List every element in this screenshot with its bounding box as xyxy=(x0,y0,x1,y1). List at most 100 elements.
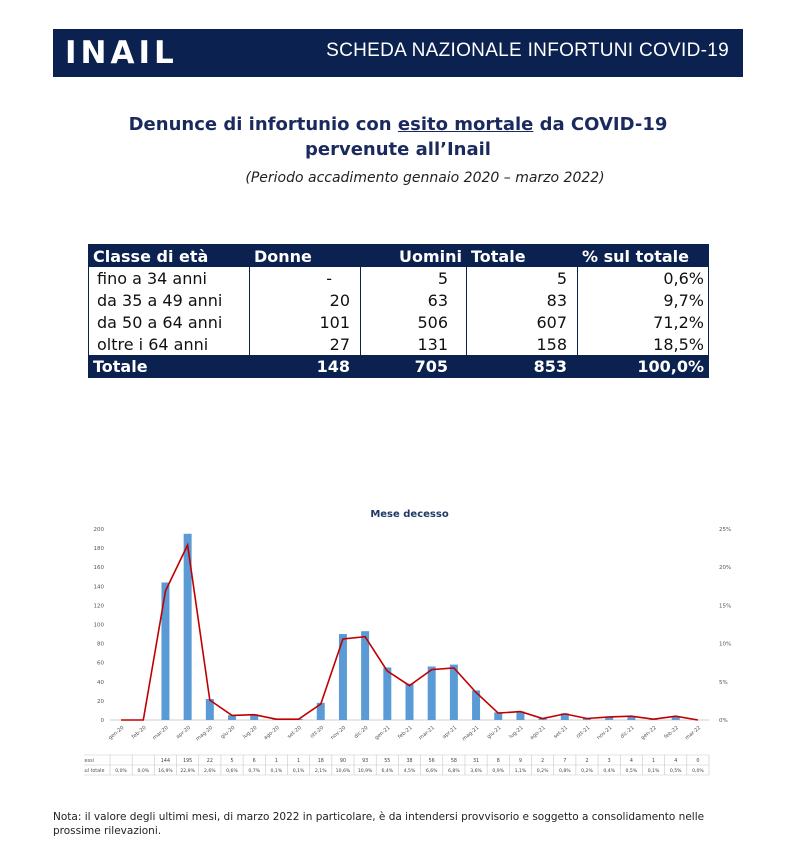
x-tick-label: giu-21 xyxy=(486,725,502,740)
y-right-tick-label: 10% xyxy=(719,642,731,648)
data-label-percent: 4,5% xyxy=(404,768,416,774)
data-label-percent: 0,2% xyxy=(581,768,593,774)
data-label-decessi: 38 xyxy=(406,758,412,764)
x-tick-label: mag-20 xyxy=(195,725,214,742)
footnote: Nota: il valore degli ultimi mesi, di ma… xyxy=(53,811,705,837)
age-class-cell: da 50 a 64 anni xyxy=(88,311,250,333)
data-label-percent: 3,6% xyxy=(470,768,482,774)
y-left-tick-label: 80 xyxy=(97,642,104,648)
x-tick-label: gen-21 xyxy=(374,725,392,741)
data-label-percent: 0,6% xyxy=(226,768,238,774)
data-label-decessi: 58 xyxy=(451,758,457,764)
men-cell: 63 xyxy=(360,289,467,311)
data-label-decessi: 4 xyxy=(630,758,633,764)
percent-cell: 9,7% xyxy=(577,289,709,311)
x-tick-label: gen-20 xyxy=(108,725,126,741)
women-cell: 101 xyxy=(249,311,361,333)
y-left-tick-label: 120 xyxy=(94,603,105,609)
bar-decessi xyxy=(383,667,392,720)
age-class-cell: oltre i 64 anni xyxy=(88,333,250,355)
data-label-percent: 0,0% xyxy=(115,768,127,774)
women-total-cell: 148 xyxy=(249,355,361,378)
bar-decessi xyxy=(627,716,636,720)
y-left-tick-label: 140 xyxy=(94,584,105,590)
data-label-percent: 0,9% xyxy=(492,768,504,774)
total-label-cell: Totale xyxy=(88,355,250,378)
header-title: SCHEDA NAZIONALE INFORTUNI COVID-19 xyxy=(326,40,729,61)
x-tick-label: ott-21 xyxy=(575,725,591,740)
header-cell: Classe di età xyxy=(88,244,250,267)
data-label-percent: 22,9% xyxy=(180,768,195,774)
bar-decessi xyxy=(472,690,481,720)
period-subtitle: (Periodo accadimento gennaio 2020 – marz… xyxy=(245,170,605,186)
men-cell: 131 xyxy=(360,333,467,355)
y-right-tick-label: 20% xyxy=(719,565,731,571)
data-label-percent: 0,4% xyxy=(603,768,615,774)
y-left-tick-label: 20 xyxy=(97,699,104,705)
data-label-percent: 0,1% xyxy=(271,768,283,774)
x-tick-label: feb-21 xyxy=(397,725,414,740)
x-tick-label: ago-21 xyxy=(529,725,547,741)
data-label-decessi: 3 xyxy=(608,758,611,764)
men-total-cell: 705 xyxy=(360,355,467,378)
data-label-decessi: 18 xyxy=(318,758,324,764)
x-tick-label: feb-22 xyxy=(663,725,680,740)
data-label-percent: 2,1% xyxy=(315,768,327,774)
bar-decessi xyxy=(205,698,214,720)
bar-decessi xyxy=(494,712,503,720)
data-label-decessi: 1 xyxy=(652,758,655,764)
monthly-deaths-chart: Mese decesso 0 20 40 60 80 100 120 140 160 180 200 0… xyxy=(63,504,744,788)
data-label-decessi: 6 xyxy=(253,758,256,764)
data-label-decessi: 22 xyxy=(207,758,213,764)
data-label-percent: 0,1% xyxy=(648,768,660,774)
data-label-percent: 0,0% xyxy=(137,768,149,774)
data-label-decessi: 2 xyxy=(585,758,588,764)
data-label-percent: 0,0% xyxy=(692,768,704,774)
data-label-decessi: 7 xyxy=(563,758,566,764)
table-row: da 35 a 49 anni 20 63 83 9,7% xyxy=(88,289,709,311)
y-left-tick-label: 160 xyxy=(94,565,105,571)
data-label-decessi: 31 xyxy=(473,758,479,764)
data-label-decessi: 1 xyxy=(297,758,300,764)
percent-cell: 0,6% xyxy=(577,267,709,289)
data-label-decessi: 56 xyxy=(429,758,435,764)
table-row: fino a 34 anni - 5 5 0,6% xyxy=(88,267,709,289)
total-cell: 83 xyxy=(466,289,578,311)
x-tick-label: nov-21 xyxy=(596,725,614,741)
y-left-tick-label: 40 xyxy=(97,680,104,686)
legend-label-percent: % sul totale xyxy=(84,768,104,774)
table-row: oltre i 64 anni 27 131 158 18,5% xyxy=(88,333,709,355)
line-percent-total xyxy=(121,542,699,721)
x-tick-label: gen-22 xyxy=(640,725,658,741)
women-cell: 27 xyxy=(249,333,361,355)
header-banner: INAIL SCHEDA NAZIONALE INFORTUNI COVID-1… xyxy=(53,29,743,77)
data-label-decessi: 90 xyxy=(340,758,346,764)
data-label-decessi: 8 xyxy=(497,758,500,764)
grand-total-cell: 853 xyxy=(466,355,578,378)
y-left-tick-label: 0 xyxy=(101,718,105,724)
bar-decessi xyxy=(361,631,370,720)
age-class-cell: fino a 34 anni xyxy=(88,267,250,289)
data-label-percent: 6,8% xyxy=(448,768,460,774)
percent-cell: 18,5% xyxy=(577,333,709,355)
x-tick-label: set-20 xyxy=(286,725,302,740)
bar-decessi xyxy=(671,716,680,720)
header-cell: Uomini xyxy=(360,244,467,267)
x-tick-label: mag-21 xyxy=(461,725,480,742)
x-tick-label: apr-20 xyxy=(175,725,192,740)
x-tick-label: dic-21 xyxy=(619,725,635,740)
y-right-tick-label: 5% xyxy=(719,680,728,686)
x-tick-label: apr-21 xyxy=(441,725,458,740)
data-label-percent: 0,1% xyxy=(293,768,305,774)
x-tick-label: mar-21 xyxy=(418,725,436,741)
data-label-percent: 6,4% xyxy=(381,768,393,774)
table-total-row: Totale 148 705 853 100,0% xyxy=(88,355,709,378)
age-class-cell: da 35 a 49 anni xyxy=(88,289,250,311)
bar-decessi xyxy=(250,714,259,720)
bar-decessi xyxy=(449,664,458,720)
header-cell: % sul totale xyxy=(577,244,709,267)
bar-decessi xyxy=(183,533,192,720)
bar-decessi xyxy=(405,683,414,720)
data-label-decessi: 55 xyxy=(384,758,390,764)
x-tick-label: feb-20 xyxy=(131,725,148,740)
